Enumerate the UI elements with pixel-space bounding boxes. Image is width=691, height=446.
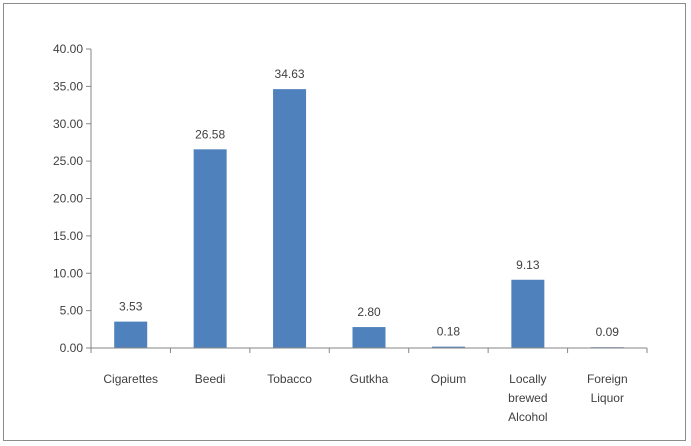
bar <box>114 321 148 348</box>
bars: 3.53 26.58 34.63 2.80 0.18 9.13 0.09 <box>114 67 624 348</box>
y-axis: 0.00 5.00 10.00 15.00 20.00 25.00 30.00 35.00 40… <box>53 42 92 355</box>
data-label: 26.58 <box>195 127 225 141</box>
y-tick-label: 35.00 <box>53 79 83 93</box>
bar <box>352 327 386 348</box>
bar <box>273 89 307 348</box>
category-label: Beedi <box>195 372 226 386</box>
category-label: Foreign <box>587 372 628 386</box>
data-label: 34.63 <box>275 67 305 81</box>
data-label: 3.53 <box>119 300 143 314</box>
category-label: brewed <box>508 391 547 405</box>
category-label: Alcohol <box>508 410 547 424</box>
category-label: Liquor <box>591 391 624 405</box>
category-label: Tobacco <box>267 372 312 386</box>
data-label: 9.13 <box>516 258 540 272</box>
data-label: 0.18 <box>437 325 461 339</box>
category-label: Locally <box>509 372 546 386</box>
y-tick-label: 0.00 <box>60 341 84 355</box>
category-label: Cigarettes <box>103 372 158 386</box>
chart-area <box>3 3 686 441</box>
bar <box>511 279 545 348</box>
category-label: Opium <box>431 372 466 386</box>
category-label: Gutkha <box>350 372 389 386</box>
y-tick-label: 10.00 <box>53 266 83 280</box>
y-tick-label: 40.00 <box>53 42 83 56</box>
data-label: 2.80 <box>357 305 381 319</box>
y-tick-label: 25.00 <box>53 154 83 168</box>
y-tick-label: 5.00 <box>60 304 84 318</box>
y-tick-label: 15.00 <box>53 229 83 243</box>
y-tick-label: 30.00 <box>53 117 83 131</box>
y-tick-label: 20.00 <box>53 192 83 206</box>
data-label: 0.09 <box>596 325 620 339</box>
bar <box>431 346 465 348</box>
bar <box>193 149 227 348</box>
x-axis: Cigarettes Beedi Tobacco Gutkha Opium Locally… <box>90 347 648 424</box>
